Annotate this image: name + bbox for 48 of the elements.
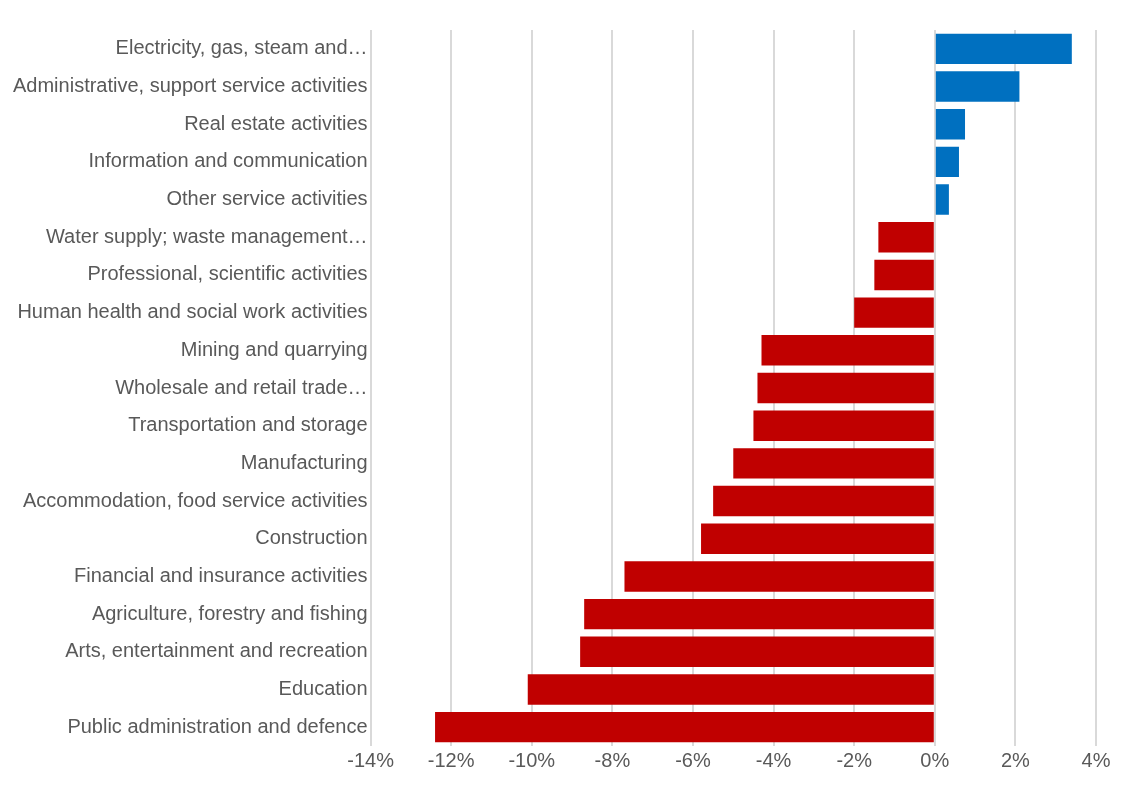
y-tick-label: Real estate activities [184,111,368,134]
bar [435,711,934,743]
bar [935,184,949,215]
bar [854,297,934,328]
bar [733,448,934,479]
x-tick-label: -6% [675,748,711,771]
bar [580,636,934,667]
y-tick-label: Manufacturing [240,450,368,473]
x-tick-label: 4% [1081,748,1111,771]
y-tick-label: Education [278,676,368,699]
bar [935,109,966,140]
bar [935,33,1072,65]
y-tick-label: Water supply; waste management… [45,224,368,247]
y-tick-label: Transportation and storage [128,413,368,436]
y-tick-label: Accommodation, food service activities [22,488,368,511]
y-tick-label: Information and communication [88,149,368,172]
x-tick-label: -4% [755,748,792,771]
bar [761,335,934,366]
y-tick-label: Mining and quarrying [180,337,368,360]
bar [701,523,934,554]
y-tick-label: Professional, scientific activities [87,262,368,285]
bar [878,222,934,253]
y-tick-label: Other service activities [166,187,368,210]
x-tick-label: -12% [427,748,475,771]
bar [713,485,934,517]
x-tick-label: 2% [1000,748,1031,771]
bar [874,259,934,291]
y-tick-label: Human health and social work activities [17,300,368,323]
y-tick-label: Financial and insurance activities [74,563,368,586]
bar [753,410,934,441]
x-tick-label: -2% [836,748,873,771]
x-tick-label: -8% [594,748,631,771]
x-tick-label: -14% [347,748,395,771]
y-tick-label: Construction [255,526,368,549]
bar [757,372,934,404]
y-tick-label: Electricity, gas, steam and… [115,36,368,59]
y-tick-label: Public administration and defence [67,714,368,737]
y-tick-label: Administrative, support service activities [12,74,368,97]
x-tick-label: 0% [920,748,950,771]
y-tick-label: Agriculture, forestry and fishing [91,601,368,624]
y-tick-label: Arts, entertainment and recreation [65,639,368,662]
x-tick-label: -10% [508,748,556,771]
y-tick-label: Wholesale and retail trade… [115,375,368,398]
bar [527,674,934,705]
bar [935,71,1020,102]
bar [584,598,934,630]
bar [624,561,934,592]
bar [935,146,959,178]
